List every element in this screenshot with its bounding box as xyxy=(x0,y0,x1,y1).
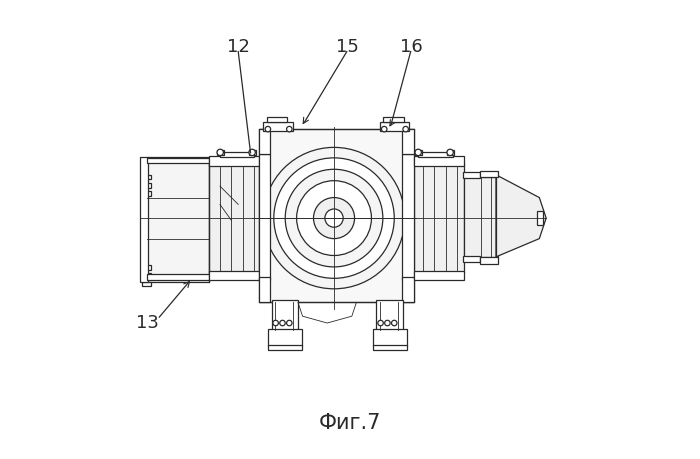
Circle shape xyxy=(265,126,271,132)
Bar xyxy=(147,158,209,163)
Bar xyxy=(209,271,259,280)
Bar xyxy=(259,129,414,302)
Circle shape xyxy=(273,320,279,326)
Bar xyxy=(267,117,288,122)
Bar xyxy=(480,257,498,264)
Bar xyxy=(402,154,414,280)
Text: Фиг.7: Фиг.7 xyxy=(318,414,382,433)
Bar xyxy=(220,152,254,157)
Bar xyxy=(209,163,259,273)
Bar xyxy=(415,150,421,155)
Bar xyxy=(259,277,270,302)
Bar xyxy=(414,163,464,273)
Circle shape xyxy=(263,147,405,289)
Text: 15: 15 xyxy=(336,38,359,56)
Bar xyxy=(259,154,270,280)
Text: 13: 13 xyxy=(136,314,158,332)
Bar xyxy=(217,150,223,155)
Circle shape xyxy=(249,149,256,156)
Bar xyxy=(259,129,270,154)
Bar xyxy=(144,260,146,268)
Circle shape xyxy=(385,320,390,326)
Circle shape xyxy=(382,126,387,132)
Bar xyxy=(384,117,404,122)
Bar xyxy=(379,122,410,131)
Bar xyxy=(142,191,150,196)
Bar xyxy=(140,157,148,282)
Circle shape xyxy=(286,320,292,326)
Circle shape xyxy=(314,197,355,239)
Bar xyxy=(447,150,454,155)
Bar xyxy=(142,175,150,179)
Circle shape xyxy=(447,149,454,156)
Bar xyxy=(142,183,150,188)
Bar xyxy=(463,256,480,263)
Circle shape xyxy=(285,169,383,267)
Bar xyxy=(209,156,259,166)
Bar xyxy=(414,271,464,280)
Circle shape xyxy=(274,158,394,278)
Bar xyxy=(144,269,146,277)
Circle shape xyxy=(325,209,343,227)
Text: 12: 12 xyxy=(227,38,250,56)
Bar xyxy=(263,122,293,131)
Bar xyxy=(268,329,302,346)
Bar xyxy=(464,177,498,257)
Bar xyxy=(144,169,146,177)
Bar xyxy=(419,152,453,157)
Bar xyxy=(142,265,150,269)
Bar xyxy=(373,345,407,350)
Bar xyxy=(248,150,256,155)
Bar xyxy=(142,281,150,286)
Circle shape xyxy=(297,181,372,256)
Bar xyxy=(144,180,146,189)
Bar xyxy=(377,300,403,330)
Circle shape xyxy=(403,126,408,132)
Circle shape xyxy=(217,149,223,156)
Circle shape xyxy=(415,149,421,156)
Text: 16: 16 xyxy=(400,38,423,56)
Circle shape xyxy=(286,126,292,132)
Bar xyxy=(402,129,414,154)
Bar xyxy=(268,345,302,350)
Bar xyxy=(373,329,407,346)
Circle shape xyxy=(280,320,285,326)
Circle shape xyxy=(378,320,384,326)
Bar xyxy=(463,172,480,179)
Polygon shape xyxy=(496,175,546,257)
Bar xyxy=(537,211,542,225)
Bar xyxy=(414,156,464,166)
Bar xyxy=(402,277,414,302)
Bar xyxy=(142,273,150,278)
Bar xyxy=(480,171,498,177)
Bar xyxy=(147,157,209,282)
Circle shape xyxy=(391,320,397,326)
Bar xyxy=(272,300,298,330)
Bar xyxy=(147,274,209,280)
